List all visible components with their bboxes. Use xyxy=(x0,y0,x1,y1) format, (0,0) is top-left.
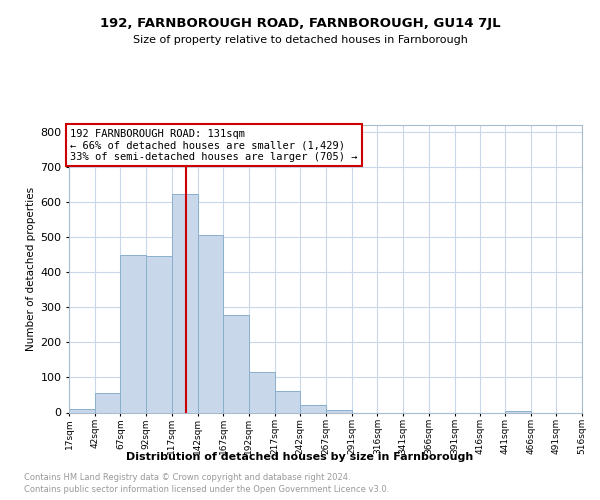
Y-axis label: Number of detached properties: Number of detached properties xyxy=(26,186,36,351)
Bar xyxy=(197,236,223,412)
Bar xyxy=(301,405,326,412)
Text: 192, FARNBOROUGH ROAD, FARNBOROUGH, GU14 7JL: 192, FARNBOROUGH ROAD, FARNBOROUGH, GU14… xyxy=(100,18,500,30)
Bar xyxy=(505,410,530,412)
Bar xyxy=(95,393,121,412)
Bar xyxy=(275,392,301,412)
Bar xyxy=(69,409,95,412)
Text: Size of property relative to detached houses in Farnborough: Size of property relative to detached ho… xyxy=(133,35,467,45)
Text: Distribution of detached houses by size in Farnborough: Distribution of detached houses by size … xyxy=(127,452,473,462)
Bar xyxy=(121,254,146,412)
Text: 192 FARNBOROUGH ROAD: 131sqm
← 66% of detached houses are smaller (1,429)
33% of: 192 FARNBOROUGH ROAD: 131sqm ← 66% of de… xyxy=(70,128,358,162)
Bar xyxy=(146,256,172,412)
Bar xyxy=(326,410,352,412)
Bar xyxy=(223,315,249,412)
Text: Contains public sector information licensed under the Open Government Licence v3: Contains public sector information licen… xyxy=(24,485,389,494)
Bar xyxy=(249,372,275,412)
Bar xyxy=(172,194,197,412)
Text: Contains HM Land Registry data © Crown copyright and database right 2024.: Contains HM Land Registry data © Crown c… xyxy=(24,472,350,482)
